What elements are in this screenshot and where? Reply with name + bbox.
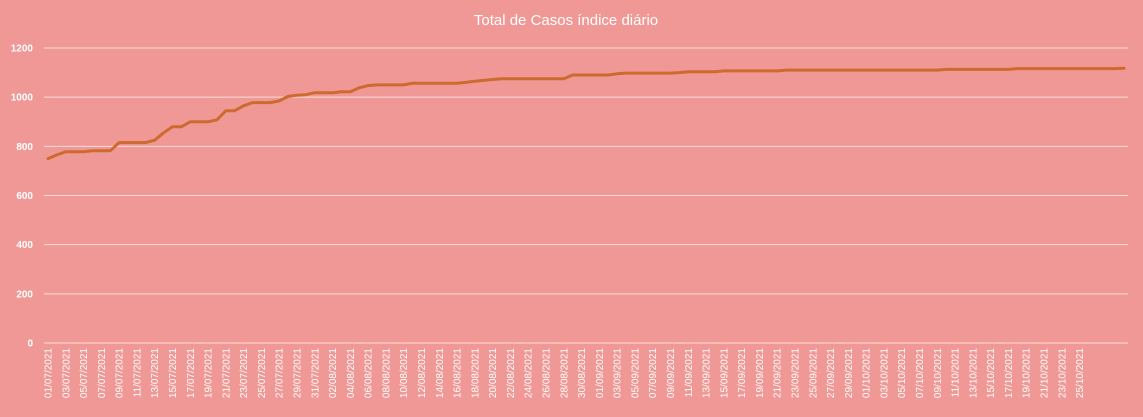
x-tick-label: 01/10/2021 [862, 348, 873, 398]
x-tick-label: 26/08/2021 [542, 348, 553, 398]
x-tick-label: 18/08/2021 [470, 348, 481, 398]
x-tick-label: 15/09/2021 [719, 348, 730, 398]
x-tick-label: 11/09/2021 [684, 348, 695, 398]
x-tick-label: 20/08/2021 [488, 348, 499, 398]
x-tick-label: 06/08/2021 [364, 348, 375, 398]
x-tick-label: 07/07/2021 [97, 348, 108, 398]
x-tick-label: 15/10/2021 [986, 348, 997, 398]
x-tick-label: 21/07/2021 [221, 348, 232, 398]
x-tick-label: 08/08/2021 [381, 348, 392, 398]
x-tick-label: 03/10/2021 [879, 348, 890, 398]
x-tick-label: 24/08/2021 [524, 348, 535, 398]
x-tick-label: 25/07/2021 [257, 348, 268, 398]
y-tick-label-1000: 1000 [11, 93, 34, 104]
y-tick-label-600: 600 [16, 191, 33, 202]
x-tick-label: 28/08/2021 [559, 348, 570, 398]
x-tick-label: 29/09/2021 [844, 348, 855, 398]
x-tick-label: 21/10/2021 [1040, 348, 1051, 398]
x-tick-label: 14/08/2021 [435, 348, 446, 398]
x-tick-label: 25/09/2021 [808, 348, 819, 398]
x-tick-label: 01/07/2021 [44, 348, 55, 398]
x-tick-label: 23/07/2021 [239, 348, 250, 398]
x-tick-label: 05/10/2021 [897, 348, 908, 398]
x-tick-label: 16/08/2021 [453, 348, 464, 398]
x-tick-label: 02/08/2021 [328, 348, 339, 398]
y-tick-label-1200: 1200 [11, 44, 34, 55]
x-tick-label: 03/07/2021 [61, 348, 72, 398]
x-tick-label: 09/07/2021 [115, 348, 126, 398]
y-tick-label-400: 400 [16, 240, 33, 251]
x-tick-label: 12/08/2021 [417, 348, 428, 398]
x-tick-label: 29/07/2021 [293, 348, 304, 398]
y-tick-label-0: 0 [27, 339, 33, 350]
y-tick-label-800: 800 [16, 142, 33, 153]
x-tick-label: 13/10/2021 [968, 348, 979, 398]
x-tick-label: 10/08/2021 [399, 348, 410, 398]
x-tick-label: 05/09/2021 [630, 348, 641, 398]
x-tick-label: 19/07/2021 [204, 348, 215, 398]
x-tick-label: 17/09/2021 [737, 348, 748, 398]
gridlines [44, 47, 1128, 344]
series-line-layer [46, 66, 1126, 161]
x-tick-label: 27/09/2021 [826, 348, 837, 398]
x-tick-label: 27/07/2021 [275, 348, 286, 398]
x-axis-ticks: 01/07/2021 03/07/2021 05/07/2021 07/07/2021… [44, 348, 1087, 398]
x-tick-label: 30/08/2021 [577, 348, 588, 398]
x-tick-label: 13/09/2021 [702, 348, 713, 398]
chart-title: Total de Casos índice diário [474, 12, 658, 29]
x-tick-label: 07/09/2021 [648, 348, 659, 398]
x-tick-label: 23/10/2021 [1057, 348, 1068, 398]
x-tick-label: 19/09/2021 [755, 348, 766, 398]
x-tick-label: 22/08/2021 [506, 348, 517, 398]
y-tick-label-200: 200 [16, 289, 33, 300]
x-tick-label: 03/09/2021 [613, 348, 624, 398]
series-line [46, 66, 1126, 161]
x-tick-label: 19/10/2021 [1022, 348, 1033, 398]
x-tick-label: 17/10/2021 [1004, 348, 1015, 398]
x-tick-label: 09/09/2021 [666, 348, 677, 398]
x-tick-label: 25/10/2021 [1075, 348, 1086, 398]
x-tick-label: 11/07/2021 [132, 348, 143, 398]
x-tick-label: 21/09/2021 [773, 348, 784, 398]
x-tick-label: 13/07/2021 [150, 348, 161, 398]
x-tick-label: 23/09/2021 [791, 348, 802, 398]
x-tick-label: 04/08/2021 [346, 348, 357, 398]
x-tick-label: 01/09/2021 [595, 348, 606, 398]
x-tick-label: 17/07/2021 [186, 348, 197, 398]
x-tick-label: 31/07/2021 [310, 348, 321, 398]
y-axis-ticks: 0 200 400 600 800 1000 1200 [11, 44, 34, 350]
x-tick-label: 09/10/2021 [933, 348, 944, 398]
x-tick-label: 11/10/2021 [951, 348, 962, 398]
x-tick-label: 15/07/2021 [168, 348, 179, 398]
x-tick-label: 05/07/2021 [79, 348, 90, 398]
x-tick-label: 07/10/2021 [915, 348, 926, 398]
